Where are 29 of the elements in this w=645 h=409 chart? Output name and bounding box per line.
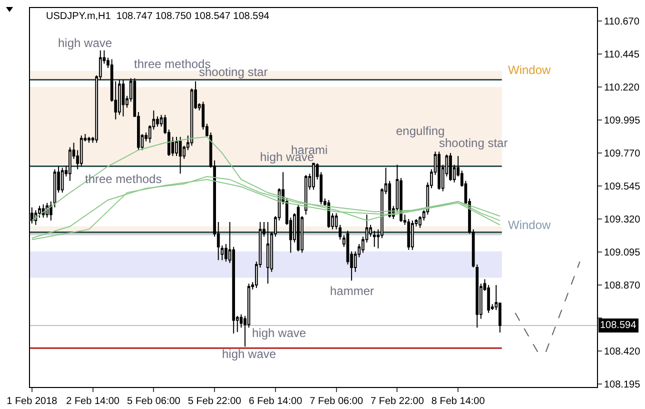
band-label: Window — [508, 218, 552, 232]
y-tick-label: 110.220 — [604, 82, 640, 94]
y-tick-label: 110.670 — [604, 16, 640, 28]
y-tick-label: 108.195 — [604, 380, 641, 391]
band-label: Window — [508, 63, 552, 77]
x-tick-label: 5 Feb 06:00 — [126, 396, 181, 407]
annotation: hammer — [330, 284, 374, 298]
x-tick-label: 8 Feb 14:00 — [431, 396, 486, 407]
x-tick-label: 2 Feb 14:00 — [66, 396, 120, 407]
y-tick-label: 109.320 — [604, 214, 641, 226]
y-tick-label: 110.445 — [604, 50, 640, 61]
x-tick-label: 7 Feb 06:00 — [310, 396, 364, 407]
y-tick-label: 109.095 — [604, 248, 641, 259]
annotation: high wave — [58, 36, 112, 50]
x-tick-label: 5 Feb 22:00 — [188, 396, 242, 407]
annotation: shooting star — [439, 136, 508, 150]
y-tick-label: 109.545 — [604, 182, 641, 193]
annotation: high wave — [222, 347, 276, 361]
ref-line-label: 108.594 — [600, 320, 637, 331]
x-tick-label: 1 Feb 2018 — [6, 396, 58, 407]
x-tick-label: 6 Feb 14:00 — [248, 396, 303, 407]
y-tick-label: 109.995 — [604, 116, 641, 127]
annotation: engulfing — [396, 124, 445, 138]
x-tick-label: 7 Feb 22:00 — [370, 396, 424, 407]
y-tick-label: 108.870 — [604, 280, 641, 292]
y-tick-label: 109.770 — [604, 148, 641, 160]
annotation: high wave — [252, 326, 306, 340]
chart-title: USDJPY.m,H1 108.747 108.750 108.547 108.594 — [46, 11, 270, 22]
y-tick-label: 108.420 — [604, 346, 641, 358]
